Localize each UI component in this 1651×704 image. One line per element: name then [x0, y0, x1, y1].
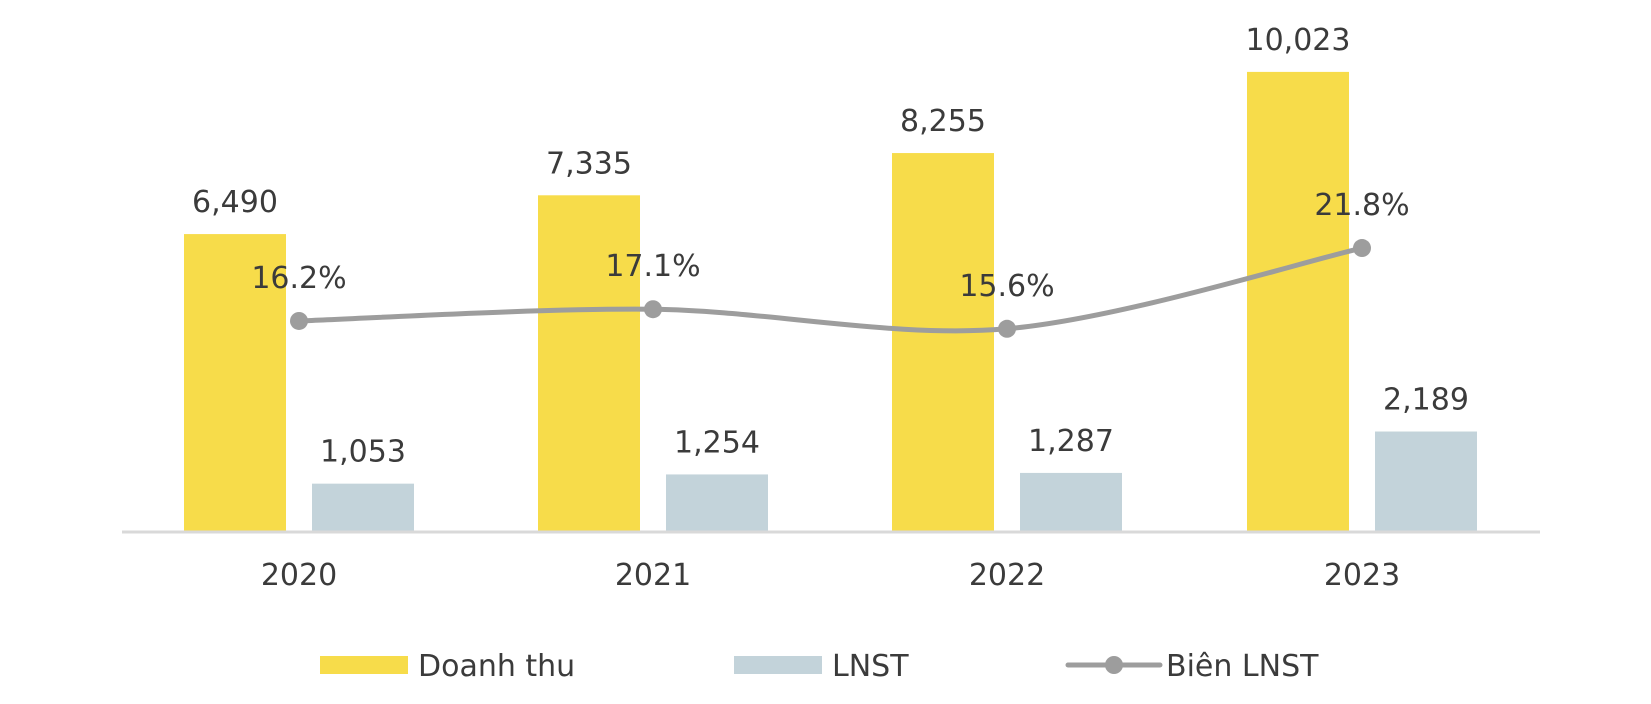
legend-item-revenue: Doanh thu — [320, 649, 575, 684]
revenue-value-label-2020: 6,490 — [192, 185, 278, 220]
margin-point-2020 — [290, 311, 308, 330]
legend-swatch-profit — [734, 656, 822, 674]
profit-bar-2020 — [312, 483, 414, 532]
revenue-value-label-2023: 10,023 — [1246, 23, 1351, 58]
revenue-bar-2023 — [1247, 71, 1349, 532]
revenue-value-label-2021: 7,335 — [546, 146, 632, 181]
profit-value-label-2023: 2,189 — [1383, 383, 1469, 418]
labels-layer: 6,490 1,053 7,335 1,254 8,255 1,287 10,023 2,18… — [192, 23, 1469, 470]
margin-point-2022 — [998, 319, 1016, 338]
revenue-value-label-2022: 8,255 — [900, 104, 986, 139]
margin-value-label-2020: 16.2% — [251, 261, 346, 296]
profit-value-label-2020: 1,053 — [320, 435, 406, 470]
x-tick-label-2023: 2023 — [1324, 558, 1400, 593]
legend-label-revenue: Doanh thu — [418, 649, 575, 684]
profit-bar-2022 — [1020, 472, 1122, 532]
margin-point-2023 — [1353, 239, 1371, 258]
revenue-bar-2021 — [538, 195, 640, 532]
legend-label-margin: Biên LNST — [1166, 649, 1319, 684]
legend-item-margin: Biên LNST — [1065, 649, 1319, 684]
x-tick-label-2022: 2022 — [969, 558, 1045, 593]
profit-bar-2021 — [666, 474, 768, 532]
legend-marker-margin — [1105, 656, 1123, 674]
x-axis-ticks: 2020 2021 2022 2023 — [261, 558, 1400, 593]
margin-value-label-2021: 17.1% — [605, 249, 700, 284]
margin-line-layer — [290, 239, 1371, 338]
x-tick-label-2020: 2020 — [261, 558, 337, 593]
x-tick-label-2021: 2021 — [615, 558, 691, 593]
legend-swatch-revenue — [320, 656, 408, 674]
profit-value-label-2022: 1,287 — [1028, 424, 1114, 459]
bars-layer — [184, 71, 1477, 532]
legend-label-profit: LNST — [832, 649, 909, 684]
revenue-bar-2020 — [184, 234, 286, 532]
margin-value-label-2022: 15.6% — [959, 269, 1054, 304]
profit-value-label-2021: 1,254 — [674, 425, 760, 460]
margin-line — [296, 245, 1365, 334]
legend: Doanh thu LNST Biên LNST — [320, 649, 1319, 684]
revenue-bar-2022 — [892, 153, 994, 532]
legend-item-profit: LNST — [734, 649, 909, 684]
margin-point-2021 — [644, 300, 662, 319]
profit-bar-2023 — [1375, 431, 1477, 532]
margin-value-label-2023: 21.8% — [1314, 188, 1409, 223]
